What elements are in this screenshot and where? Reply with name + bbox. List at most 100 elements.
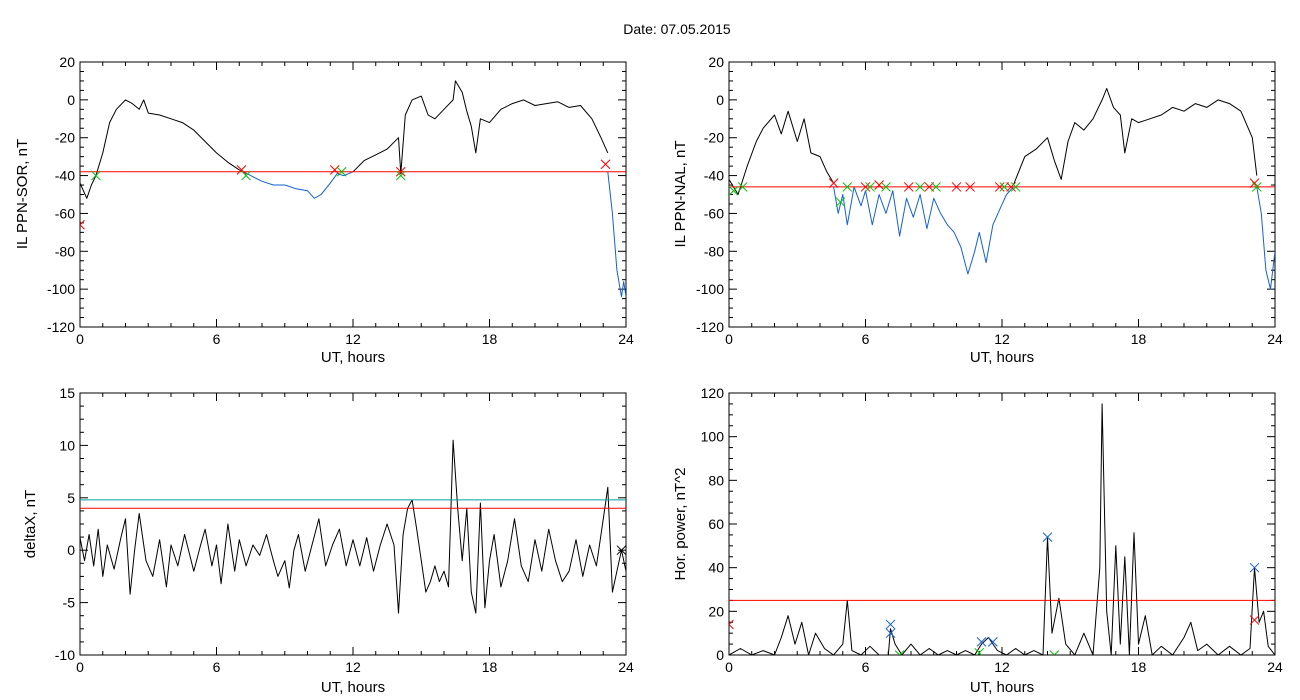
x-axis-title: UT, hours <box>321 349 385 366</box>
cross-marker <box>729 185 739 196</box>
chart-deltax: 0 6 12 18 24 -10 -5 0 5 10 15 <box>55 385 634 675</box>
x-tick-label: 24 <box>1267 659 1283 675</box>
cross-marker <box>91 170 101 181</box>
cross-marker <box>885 619 896 630</box>
y-tick-label: 15 <box>59 385 75 401</box>
x-tick-label: 18 <box>1131 659 1147 675</box>
y-tick-label: -120 <box>47 319 75 335</box>
y-tick-label: -80 <box>55 243 75 259</box>
cross-marker <box>835 197 846 207</box>
cross-marker <box>336 166 347 177</box>
y-tick-label: -60 <box>55 205 75 221</box>
x-tick-label: 0 <box>76 331 84 347</box>
chart-ppn_nal: 0 6 12 18 24 -120 -100 -80 -60 -40 -20 0 20 <box>696 54 1283 347</box>
y-tick-label: 10 <box>59 437 75 453</box>
cross-marker <box>999 182 1010 192</box>
y-tick-label: -20 <box>704 130 724 146</box>
cross-marker <box>729 619 734 630</box>
y-tick-label: -40 <box>55 168 75 184</box>
series-below-threshold <box>1256 186 1275 290</box>
chart-hor_power: 0 6 12 18 24 0 20 40 60 80 100 120 <box>701 385 1283 675</box>
plot-area <box>80 439 626 614</box>
cross-marker <box>903 182 914 192</box>
series-below-threshold <box>243 171 354 199</box>
y-tick-label: -20 <box>55 130 75 146</box>
cross-marker <box>976 637 987 647</box>
y-tick-label: 0 <box>716 92 724 108</box>
x-tick-label: 0 <box>725 659 733 675</box>
y-tick-label: 100 <box>701 429 725 445</box>
x-axis-title: UT, hours <box>970 679 1034 696</box>
y-tick-label: -80 <box>704 243 724 259</box>
figure-title: Date: 07.05.2015 <box>623 21 731 37</box>
cross-marker <box>236 165 247 175</box>
y-tick-label: 20 <box>59 54 75 70</box>
cross-marker <box>395 170 406 181</box>
x-tick-label: 18 <box>1131 331 1147 347</box>
cross-marker <box>994 182 1005 192</box>
cross-marker <box>974 647 985 655</box>
panel-deltax: UT, hours deltaX, nT <box>22 392 627 696</box>
cross-marker <box>1042 532 1053 542</box>
plot-area <box>729 88 1275 290</box>
x-tick-label: 12 <box>994 331 1010 347</box>
x-tick-label: 6 <box>862 331 870 347</box>
x-tick-label: 6 <box>862 659 870 675</box>
y-tick-label: 5 <box>67 490 75 506</box>
x-axis-title: UT, hours <box>970 349 1034 366</box>
plot-area <box>80 80 626 298</box>
cross-marker <box>1010 182 1021 192</box>
cross-marker <box>931 182 941 192</box>
cross-marker <box>915 182 925 192</box>
cross-marker <box>1049 650 1060 655</box>
x-tick-label: 0 <box>76 659 84 675</box>
y-tick-label: -40 <box>704 168 724 184</box>
cross-marker <box>881 182 891 192</box>
series-line <box>352 80 609 175</box>
x-tick-label: 24 <box>618 659 634 675</box>
y-tick-label: 40 <box>708 560 724 576</box>
x-tick-label: 0 <box>725 331 733 347</box>
cross-marker <box>860 182 871 192</box>
x-axis-title: UT, hours <box>321 679 385 696</box>
series-below-threshold <box>833 186 1014 275</box>
y-tick-label: -100 <box>47 281 75 297</box>
x-tick-label: 12 <box>345 659 361 675</box>
cross-marker <box>241 170 251 181</box>
cross-marker <box>80 219 85 230</box>
series-line <box>80 99 244 199</box>
y-axis-title: Hor. power, nT^2 <box>672 468 689 581</box>
panel-ppn-sor: UT, hours IL PPN-SOR, nT <box>14 61 627 366</box>
y-tick-label: -100 <box>696 281 724 297</box>
series-line <box>729 110 835 195</box>
y-tick-label: -60 <box>704 205 724 221</box>
x-tick-label: 6 <box>213 331 221 347</box>
cross-marker <box>1249 562 1260 573</box>
y-axis-title: deltaX, nT <box>22 490 39 558</box>
x-tick-label: 24 <box>618 331 634 347</box>
y-tick-label: 20 <box>708 603 724 619</box>
x-tick-label: 6 <box>213 659 221 675</box>
x-tick-label: 12 <box>994 659 1010 675</box>
cross-marker <box>329 165 340 175</box>
y-tick-label: -5 <box>63 595 76 611</box>
plot-area <box>729 403 1275 655</box>
cross-marker <box>1006 182 1016 192</box>
plot-frame <box>79 392 627 656</box>
y-tick-label: 0 <box>716 647 724 663</box>
cross-marker <box>842 182 853 192</box>
cross-marker <box>600 159 611 170</box>
cross-marker <box>924 182 935 192</box>
x-tick-label: 12 <box>345 331 361 347</box>
y-tick-label: 60 <box>708 516 724 532</box>
plot-frame <box>79 61 627 328</box>
cross-marker <box>885 628 896 639</box>
x-tick-label: 18 <box>482 331 498 347</box>
y-axis-title: IL PPN-NAL, nT <box>672 141 689 248</box>
cross-marker <box>965 182 976 192</box>
cross-marker <box>865 182 875 192</box>
plot-frame <box>728 61 1276 328</box>
x-tick-label: 18 <box>482 659 498 675</box>
y-tick-label: 0 <box>67 92 75 108</box>
series-below-threshold <box>607 171 626 298</box>
